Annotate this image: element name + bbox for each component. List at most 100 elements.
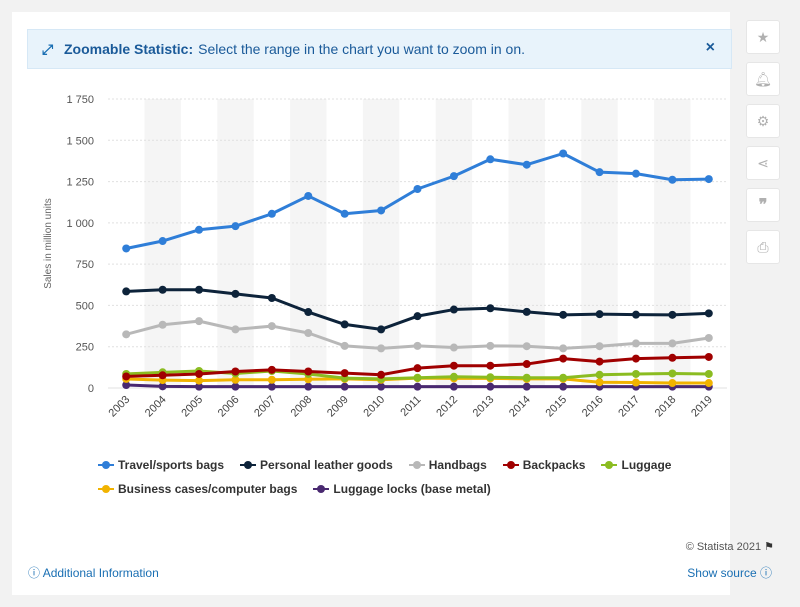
data-point <box>631 339 640 348</box>
data-point <box>377 206 386 215</box>
data-point <box>413 185 422 194</box>
legend-label: Business cases/computer bags <box>118 482 298 496</box>
data-point <box>413 364 422 373</box>
data-point <box>340 320 349 329</box>
legend-item[interactable]: Personal leather goods <box>240 457 393 473</box>
data-point <box>195 317 204 326</box>
data-point <box>522 373 531 382</box>
y-tick-label: 1 500 <box>66 135 94 147</box>
share-button[interactable]: ⋖ <box>746 146 780 180</box>
data-point <box>195 225 204 234</box>
favorite-button[interactable]: ★ <box>746 20 780 54</box>
notification-button[interactable]: 🔔︎ <box>746 62 780 96</box>
line-chart[interactable]: 0 250 500 750 1 000 1 250 1 500 1 750 Sales in m… <box>0 0 800 450</box>
x-tick-label: 2009 <box>325 394 351 420</box>
legend-marker <box>240 460 257 470</box>
y-tick-label: 250 <box>76 342 94 354</box>
legend-marker <box>601 460 618 470</box>
data-point <box>486 304 495 313</box>
data-point <box>668 369 677 378</box>
legend-marker <box>98 484 114 494</box>
column-band <box>581 99 618 388</box>
data-point <box>486 382 495 391</box>
data-point <box>704 309 713 318</box>
x-tick-label: 2015 <box>543 394 569 420</box>
legend-item[interactable]: Business cases/computer bags <box>98 481 297 497</box>
data-point <box>631 369 640 378</box>
x-tick-label: 2005 <box>179 394 205 420</box>
data-point <box>231 222 240 231</box>
data-point <box>704 333 713 342</box>
additional-information-link[interactable]: ⓘ Additional Information <box>28 566 159 580</box>
legend-label: Luggage locks (base metal) <box>333 482 491 496</box>
data-point <box>486 373 495 382</box>
data-point <box>158 382 167 391</box>
legend-marker <box>502 460 519 470</box>
expand-icon: ⤢ <box>42 40 54 57</box>
legend-label: Personal leather goods <box>260 458 393 472</box>
data-point <box>231 375 240 384</box>
data-point <box>304 308 313 317</box>
data-point <box>340 382 349 391</box>
data-point <box>559 149 568 158</box>
x-tick-label: 2017 <box>616 394 642 420</box>
data-point <box>559 310 568 319</box>
x-tick-label: 2003 <box>107 394 133 420</box>
data-point <box>522 342 531 351</box>
legend-item[interactable]: Luggage locks (base metal) <box>313 481 491 497</box>
data-point <box>559 344 568 353</box>
data-point <box>595 357 604 366</box>
data-point <box>122 372 131 381</box>
legend-item[interactable]: Handbags <box>408 457 487 473</box>
data-point <box>449 361 458 370</box>
data-point <box>267 375 276 384</box>
data-point <box>449 343 458 352</box>
y-tick-label: 0 <box>88 383 94 395</box>
data-point <box>449 372 458 381</box>
data-point <box>195 382 204 391</box>
data-point <box>231 289 240 298</box>
data-point <box>595 342 604 351</box>
print-icon: ⎙ <box>757 238 769 255</box>
show-source-link[interactable]: Show source ⓘ <box>687 566 772 580</box>
data-point <box>704 175 713 184</box>
bell-icon: 🔔︎ <box>754 70 772 87</box>
data-point <box>668 310 677 319</box>
data-point <box>595 370 604 379</box>
settings-button[interactable]: ⚙ <box>746 104 780 138</box>
statista-credit: © Statista 2021 ⚑ <box>685 541 774 553</box>
x-tick-label: 2007 <box>252 394 278 420</box>
data-point <box>231 325 240 334</box>
x-tick-label: 2006 <box>216 394 242 420</box>
data-point <box>340 209 349 218</box>
legend-item[interactable]: Backpacks <box>502 457 586 473</box>
data-point <box>267 365 276 374</box>
x-tick-label: 2004 <box>143 394 169 420</box>
legend-label: Backpacks <box>522 458 586 472</box>
data-point <box>486 155 495 164</box>
x-tick-label: 2019 <box>689 394 715 420</box>
data-point <box>559 373 568 382</box>
data-point <box>158 285 167 294</box>
data-point <box>158 237 167 246</box>
data-point <box>122 330 131 339</box>
legend-item[interactable]: Luggage <box>601 457 671 473</box>
banner-text: Select the range in the chart you want t… <box>198 41 526 57</box>
legend-item[interactable]: Travel/sports bags <box>98 457 224 473</box>
cite-button[interactable]: ❞ <box>746 188 780 222</box>
zoom-banner: ⤢ Zoomable Statistic: Select the range i… <box>27 29 732 69</box>
data-point <box>122 381 131 390</box>
data-point <box>559 382 568 391</box>
data-point <box>522 307 531 316</box>
column-band <box>290 99 327 388</box>
chart-legend: Travel/sports bags Personal leather goods… <box>98 457 738 505</box>
data-point <box>668 379 677 388</box>
x-tick-label: 2018 <box>653 394 679 420</box>
data-point <box>486 341 495 350</box>
x-tick-label: 2013 <box>471 394 497 420</box>
data-point <box>413 341 422 350</box>
print-button[interactable]: ⎙ <box>746 230 780 264</box>
quote-icon: ❞ <box>758 197 768 214</box>
close-banner-button[interactable]: × <box>705 39 715 56</box>
data-point <box>631 310 640 319</box>
